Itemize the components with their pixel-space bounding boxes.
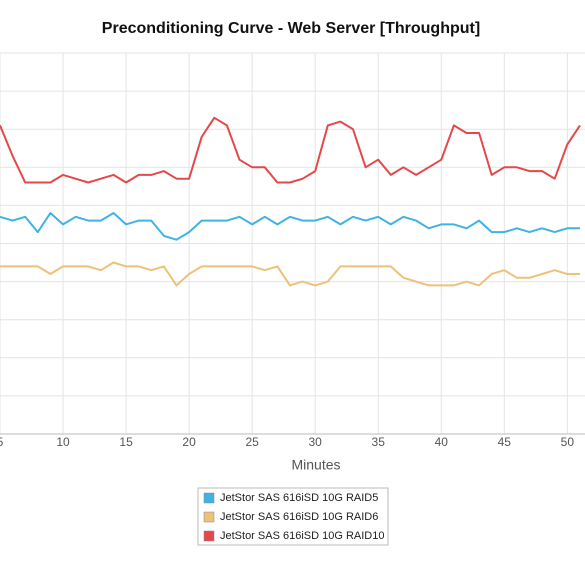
x-tick-label: 30 bbox=[309, 435, 323, 449]
x-tick-label: 5 bbox=[0, 435, 4, 449]
legend-swatch bbox=[203, 492, 215, 504]
x-tick-label: 25 bbox=[245, 435, 259, 449]
x-tick-label: 10 bbox=[56, 435, 70, 449]
legend-label: JetStor SAS 616iSD 10G RAID10 bbox=[220, 530, 384, 542]
series-line bbox=[0, 116, 581, 184]
legend-box bbox=[197, 487, 389, 546]
x-tick-label: 40 bbox=[435, 435, 449, 449]
series-line bbox=[0, 261, 580, 287]
chart-title: Preconditioning Curve - Web Server [Thro… bbox=[102, 20, 480, 37]
x-tick-label: 35 bbox=[372, 435, 386, 449]
x-axis-label: Minutes bbox=[291, 457, 340, 473]
legend-swatch bbox=[203, 530, 215, 542]
x-tick-label: 20 bbox=[182, 435, 196, 449]
x-tick-label: 50 bbox=[561, 435, 575, 449]
x-tick-label: 45 bbox=[498, 435, 512, 449]
legend-label: JetStor SAS 616iSD 10G RAID5 bbox=[220, 492, 378, 504]
x-tick-label: 15 bbox=[119, 435, 133, 449]
legend-label: JetStor SAS 616iSD 10G RAID6 bbox=[220, 511, 378, 523]
legend-swatch bbox=[203, 511, 215, 523]
series-line bbox=[0, 212, 580, 241]
